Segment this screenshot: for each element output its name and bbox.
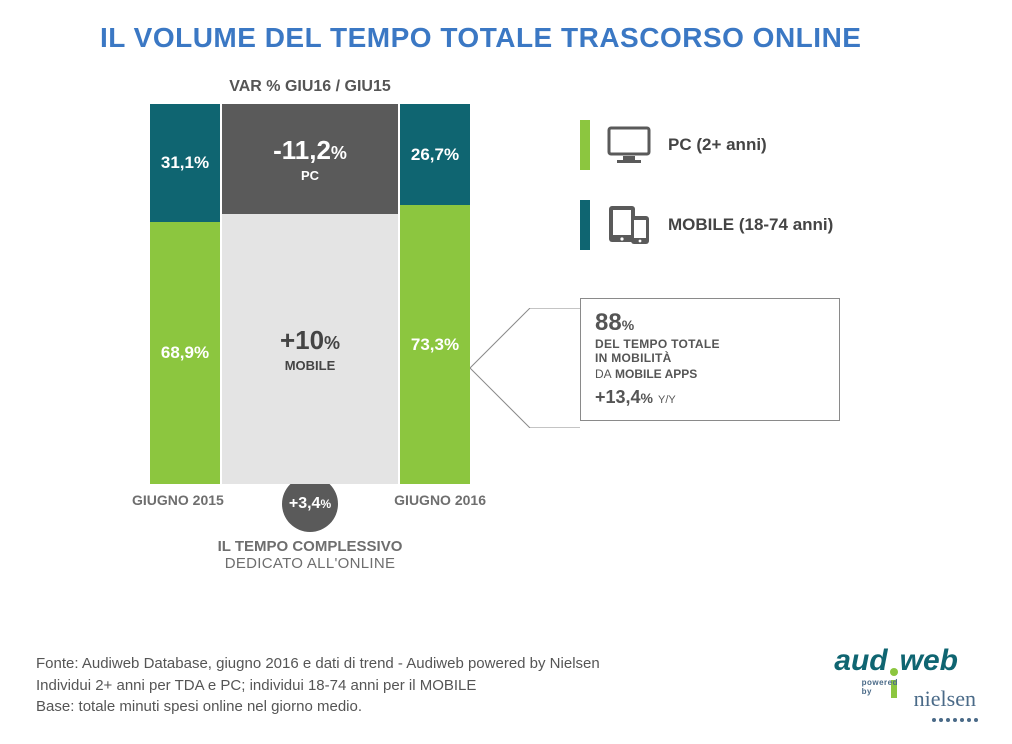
footer-line3: Base: totale minuti spesi online nel gio… (36, 696, 600, 718)
callout-line2b: IN MOBILITÀ (595, 351, 825, 365)
bars: 31,1% 68,9% 26,7% 73,3% -11,2% PC +10% M… (150, 104, 470, 484)
center-pc-sub: PC (301, 168, 319, 183)
center-mobile-val: +10% (280, 325, 340, 356)
footer-line1: Fonte: Audiweb Database, giugno 2016 e d… (36, 653, 600, 675)
legend-pc-label: PC (2+ anni) (668, 135, 767, 155)
bar-2015: 31,1% 68,9% (150, 104, 220, 484)
legend-pc-swatch (580, 120, 590, 170)
legend-mobile: MOBILE (18-74 anni) (580, 200, 960, 250)
label-2016: GIUGNO 2016 (394, 492, 486, 508)
chart: VAR % GIU16 / GIU15 31,1% 68,9% 26,7% 73… (150, 78, 470, 548)
page-title: IL VOLUME DEL TEMPO TOTALE TRASCORSO ONL… (100, 22, 861, 54)
callout-box: 88% DEL TEMPO TOTALE IN MOBILITÀ DA MOBI… (580, 298, 840, 421)
under-line2: DEDICATO ALL'ONLINE (150, 555, 470, 572)
mobile-devices-icon (604, 204, 654, 246)
callout-line3: DA MOBILE APPS (595, 367, 825, 381)
center-column: -11,2% PC +10% MOBILE (222, 104, 398, 484)
legend-pc: PC (2+ anni) (580, 120, 960, 170)
center-mobile: +10% MOBILE (222, 214, 398, 484)
bar-2016-pc: 26,7% (400, 104, 470, 205)
monitor-icon (604, 124, 654, 166)
total-delta-circle: +3,4% (282, 476, 338, 532)
label-2015: GIUGNO 2015 (132, 492, 224, 508)
audiweb-logo: audweb (834, 644, 958, 678)
bar-2015-mobile: 68,9% (150, 222, 220, 484)
bar-2015-pc: 31,1% (150, 104, 220, 222)
under-text: IL TEMPO COMPLESSIVO DEDICATO ALL'ONLINE (150, 538, 470, 572)
callout-line4: +13,4% Y/Y (595, 387, 825, 408)
legend: PC (2+ anni) MOBILE (18-74 anni) (580, 120, 960, 280)
bar-2016: 26,7% 73,3% (400, 104, 470, 484)
under-line1: IL TEMPO COMPLESSIVO (150, 538, 470, 555)
var-label: VAR % GIU16 / GIU15 (150, 78, 470, 96)
callout-pct: 88% (595, 309, 825, 337)
center-pc-val: -11,2% (273, 135, 347, 166)
callout-leader-line (470, 308, 580, 428)
legend-mobile-swatch (580, 200, 590, 250)
nielsen-logo: poweredby nielsen (914, 686, 976, 712)
center-mobile-sub: MOBILE (285, 358, 336, 373)
footer-line2: Individui 2+ anni per TDA e PC; individu… (36, 675, 600, 697)
center-pc: -11,2% PC (222, 104, 398, 214)
legend-mobile-label: MOBILE (18-74 anni) (668, 215, 833, 235)
callout-line2a: DEL TEMPO TOTALE (595, 337, 825, 351)
bar-2016-mobile: 73,3% (400, 205, 470, 484)
footer: Fonte: Audiweb Database, giugno 2016 e d… (36, 653, 600, 718)
